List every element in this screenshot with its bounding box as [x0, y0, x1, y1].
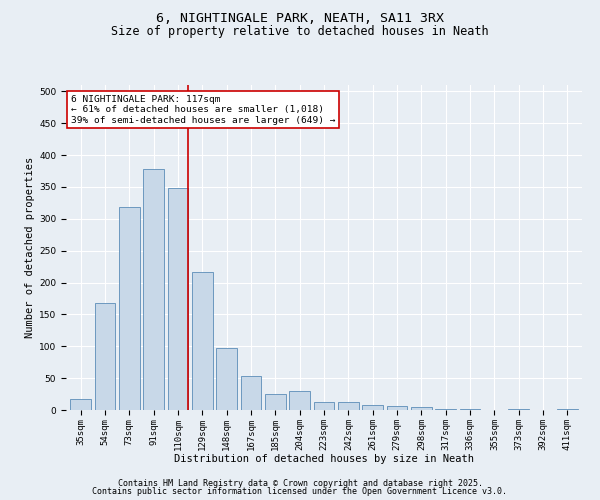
- Bar: [95, 303, 115, 410]
- Bar: [192, 272, 212, 410]
- Bar: [411, 407, 432, 410]
- Bar: [241, 376, 262, 410]
- Text: Contains public sector information licensed under the Open Government Licence v3: Contains public sector information licen…: [92, 487, 508, 496]
- Bar: [119, 208, 140, 410]
- Bar: [167, 188, 188, 410]
- Bar: [386, 406, 407, 410]
- Text: 6, NIGHTINGALE PARK, NEATH, SA11 3RX: 6, NIGHTINGALE PARK, NEATH, SA11 3RX: [156, 12, 444, 26]
- Bar: [338, 402, 359, 410]
- Bar: [314, 402, 334, 410]
- Bar: [289, 391, 310, 410]
- Bar: [362, 405, 383, 410]
- Bar: [265, 394, 286, 410]
- Text: Contains HM Land Registry data © Crown copyright and database right 2025.: Contains HM Land Registry data © Crown c…: [118, 478, 482, 488]
- Bar: [216, 348, 237, 410]
- Bar: [436, 408, 456, 410]
- Bar: [143, 169, 164, 410]
- Text: 6 NIGHTINGALE PARK: 117sqm
← 61% of detached houses are smaller (1,018)
39% of s: 6 NIGHTINGALE PARK: 117sqm ← 61% of deta…: [71, 94, 335, 124]
- Bar: [70, 399, 91, 410]
- Text: Size of property relative to detached houses in Neath: Size of property relative to detached ho…: [111, 25, 489, 38]
- Y-axis label: Number of detached properties: Number of detached properties: [25, 157, 35, 338]
- X-axis label: Distribution of detached houses by size in Neath: Distribution of detached houses by size …: [174, 454, 474, 464]
